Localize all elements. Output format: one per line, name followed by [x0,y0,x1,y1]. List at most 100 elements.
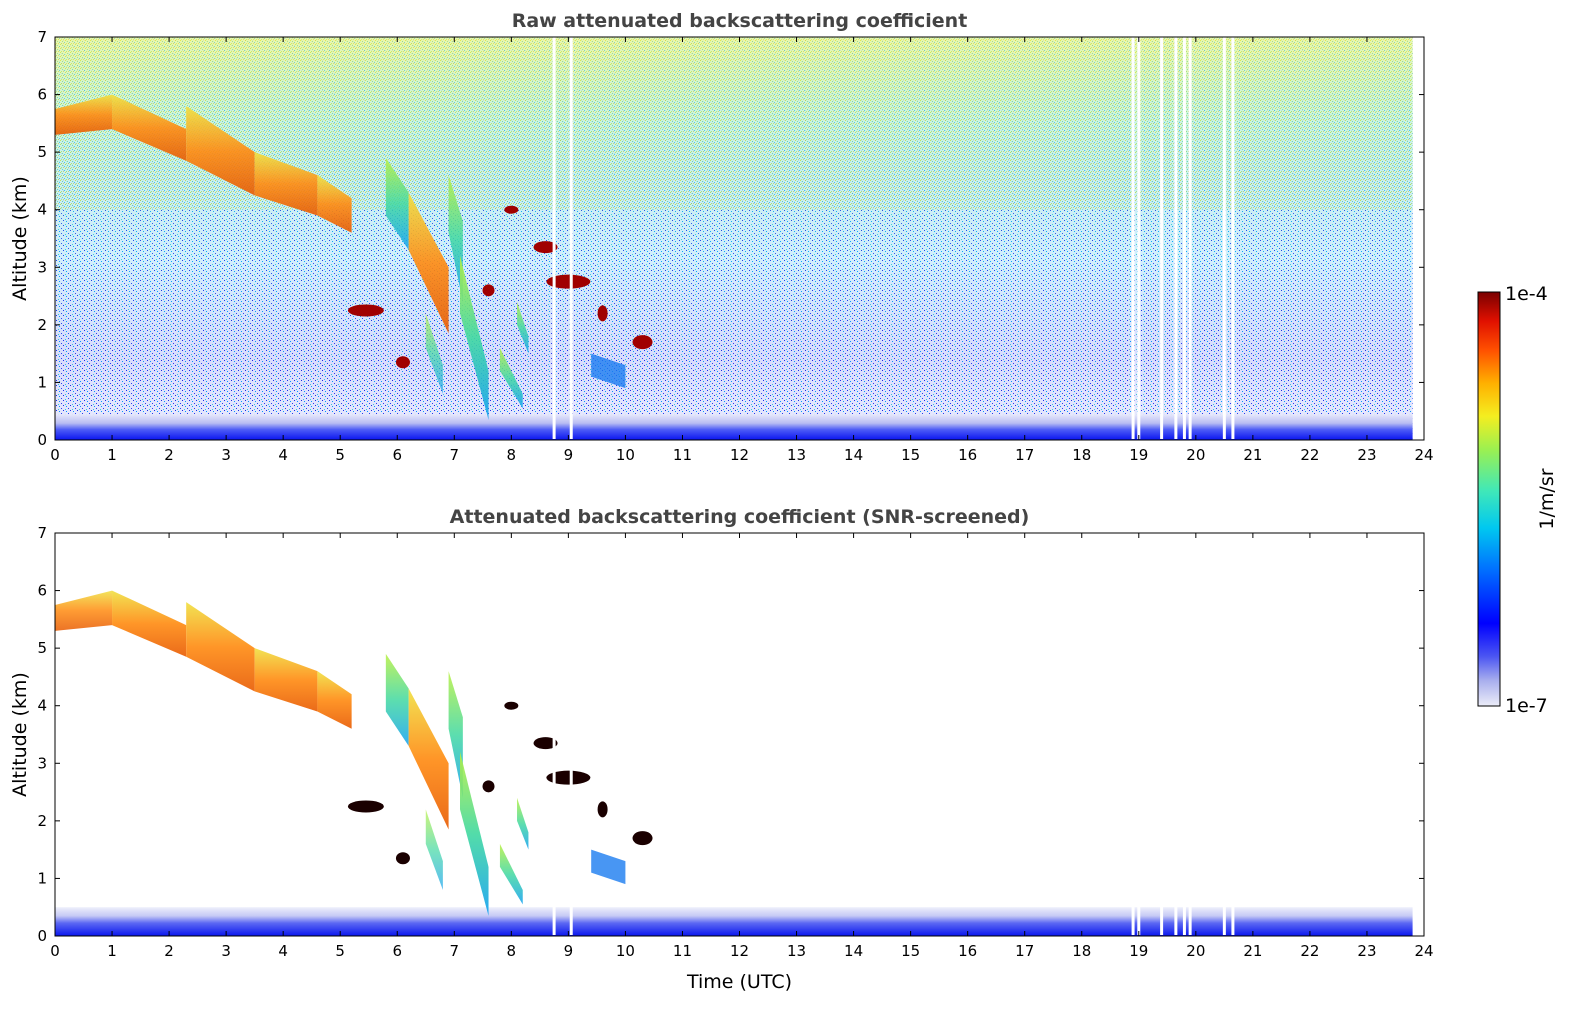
strong-layer [482,780,495,793]
x-axis-label: Time (UTC) [686,971,792,993]
strong-layer [546,274,591,289]
strong-layer [347,800,384,813]
x-tick-label: 4 [278,446,288,464]
cloud-band-segment [317,671,352,729]
cloud-column [448,671,463,798]
x-tick-label: 6 [392,942,402,960]
x-tick-label: 3 [221,942,231,960]
x-tick-label: 3 [221,446,231,464]
chart-title: Attenuated backscattering coefficient (S… [450,506,1030,528]
x-tick-label: 17 [1015,446,1034,464]
colorbar-max-label: 1e-4 [1505,283,1548,305]
y-tick-label: 1 [37,373,47,391]
x-tick-label: 18 [1072,942,1091,960]
x-tick-label: 20 [1186,942,1205,960]
raw-noise-tint [55,37,1413,440]
x-tick-label: 19 [1129,446,1148,464]
gap-line [1137,533,1141,935]
x-tick-label: 10 [616,942,635,960]
cloud-band-segment [55,94,113,135]
x-tick-label: 24 [1414,446,1433,464]
panel-screened: Attenuated backscattering coefficient (S… [9,506,1434,993]
x-tick-label: 7 [450,446,460,464]
x-tick-label: 16 [958,942,977,960]
cloud-column [448,175,463,302]
x-axis: 0 1 2 3 4 5 6 7 8 9 10 11 12 13 14 15 16 17 18 19 20 21 22 23 24 [50,533,1434,960]
gap-line [1160,533,1164,935]
gap-line [1182,37,1186,439]
strong-layer [533,737,558,750]
x-tick-label: 5 [335,942,345,960]
x-tick-label: 12 [730,942,749,960]
x-tick-label: 8 [507,942,517,960]
strong-layer [504,701,519,710]
y-tick-label: 5 [37,639,47,657]
strong-layer [347,304,384,317]
gap-line [1174,37,1178,439]
cloud-column [385,653,409,747]
y-axis-label: Altitude (km) [9,672,31,797]
cloud-features [55,94,653,420]
gap-line [1182,533,1186,935]
x-tick-label: 16 [958,446,977,464]
strong-layer [504,205,519,214]
y-tick-label: 0 [37,431,47,449]
gap-line [1131,37,1135,439]
cloud-patch [591,849,626,885]
fall-streak [517,301,529,354]
y-axis: 0 1 2 3 4 5 6 7 [37,524,1424,945]
plot-area [55,37,1413,440]
gap-line [569,533,573,935]
fall-streak [425,313,443,394]
x-tick-label: 15 [901,942,920,960]
cloud-band-segment [186,602,255,692]
y-axis-label: Altitude (km) [9,176,31,301]
x-tick-label: 10 [616,446,635,464]
x-tick-label: 6 [392,446,402,464]
y-tick-label: 2 [37,812,47,830]
gap-line [1131,533,1135,935]
x-tick-label: 0 [50,446,60,464]
x-tick-label: 2 [164,942,174,960]
y-tick-label: 4 [37,697,47,715]
gap-line [1174,533,1178,935]
x-tick-label: 22 [1300,942,1319,960]
gap-line [1137,37,1141,439]
gap-line [1222,533,1226,935]
missing-data-gaps [552,37,1235,439]
fall-streak [517,797,529,850]
gap-line [1188,533,1192,935]
x-tick-label: 5 [335,446,345,464]
y-axis: 0 1 2 3 4 5 6 7 [37,28,1424,449]
cloud-band-segment [317,175,352,233]
panel-raw: Raw attenuated backscattering coefficien… [9,10,1434,464]
strong-layer [546,770,591,785]
gap-line [1231,533,1235,935]
strong-layer [597,801,608,818]
cloud-band-segment [112,94,187,161]
strong-layer [632,831,653,846]
missing-data-gaps [552,533,1235,935]
chart-title: Raw attenuated backscattering coefficien… [512,10,968,32]
gap-line [1222,37,1226,439]
x-tick-label: 14 [844,446,863,464]
cloud-column [385,157,409,251]
cloud-column [408,192,449,334]
y-tick-label: 3 [37,258,47,276]
x-tick-label: 24 [1414,942,1433,960]
cloud-band-segment [254,648,318,712]
x-tick-label: 1 [107,446,117,464]
gap-line [552,533,556,935]
y-tick-label: 1 [37,869,47,887]
plot-background [55,533,1424,936]
y-tick-label: 2 [37,316,47,334]
fall-streak [499,347,523,409]
x-tick-label: 11 [673,942,692,960]
x-tick-label: 17 [1015,942,1034,960]
x-tick-label: 1 [107,942,117,960]
colorbar: 1e-4 1e-7 1/m/sr [1477,283,1558,717]
x-tick-label: 12 [730,446,749,464]
gap-line [552,37,556,439]
x-tick-label: 0 [50,942,60,960]
